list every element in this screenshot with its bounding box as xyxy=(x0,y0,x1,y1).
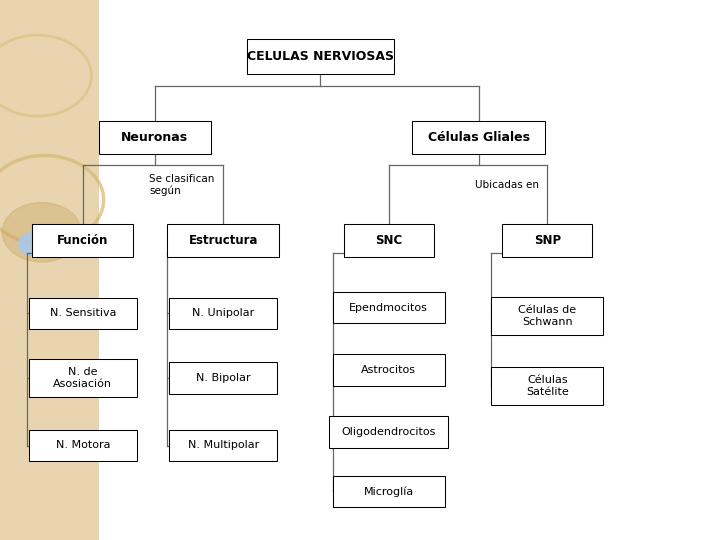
FancyBboxPatch shape xyxy=(333,292,445,323)
Text: Ubicadas en: Ubicadas en xyxy=(475,180,539,190)
Text: Microglía: Microglía xyxy=(364,486,414,497)
FancyBboxPatch shape xyxy=(491,297,603,335)
Text: N. de
Asosiación: N. de Asosiación xyxy=(53,367,112,389)
Text: Células Gliales: Células Gliales xyxy=(428,131,530,144)
Text: CELULAS NERVIOSAS: CELULAS NERVIOSAS xyxy=(247,50,394,63)
FancyBboxPatch shape xyxy=(333,354,445,386)
Text: Estructura: Estructura xyxy=(189,234,258,247)
Circle shape xyxy=(2,202,81,262)
Text: N. Multipolar: N. Multipolar xyxy=(188,441,258,450)
FancyBboxPatch shape xyxy=(0,0,99,540)
Text: Se clasifican
según: Se clasifican según xyxy=(149,173,215,196)
FancyBboxPatch shape xyxy=(29,359,137,397)
Text: N. Bipolar: N. Bipolar xyxy=(196,373,251,383)
Text: N. Sensitiva: N. Sensitiva xyxy=(50,308,116,318)
FancyBboxPatch shape xyxy=(169,362,277,394)
Text: SNC: SNC xyxy=(375,234,402,247)
Text: Células de
Schwann: Células de Schwann xyxy=(518,305,576,327)
Circle shape xyxy=(49,245,59,252)
FancyBboxPatch shape xyxy=(330,416,448,448)
Text: Astrocitos: Astrocitos xyxy=(361,365,416,375)
FancyBboxPatch shape xyxy=(167,224,279,256)
FancyBboxPatch shape xyxy=(503,224,593,256)
Text: Oligodendrocitos: Oligodendrocitos xyxy=(341,427,436,437)
FancyBboxPatch shape xyxy=(169,430,277,461)
FancyBboxPatch shape xyxy=(333,476,445,507)
Text: Neuronas: Neuronas xyxy=(121,131,189,144)
Text: Ependmocitos: Ependmocitos xyxy=(349,303,428,313)
FancyBboxPatch shape xyxy=(29,430,137,461)
FancyBboxPatch shape xyxy=(29,298,137,329)
Text: SNP: SNP xyxy=(534,234,561,247)
Text: N. Unipolar: N. Unipolar xyxy=(192,308,254,318)
FancyBboxPatch shape xyxy=(491,367,603,405)
FancyBboxPatch shape xyxy=(99,121,210,154)
Text: N. Motora: N. Motora xyxy=(55,441,110,450)
FancyBboxPatch shape xyxy=(169,298,277,329)
FancyBboxPatch shape xyxy=(412,121,546,154)
Text: Células
Satélite: Células Satélite xyxy=(526,375,569,397)
FancyBboxPatch shape xyxy=(32,224,133,256)
FancyBboxPatch shape xyxy=(344,224,433,256)
Text: Función: Función xyxy=(57,234,109,247)
Circle shape xyxy=(19,232,50,256)
FancyBboxPatch shape xyxy=(246,39,395,74)
